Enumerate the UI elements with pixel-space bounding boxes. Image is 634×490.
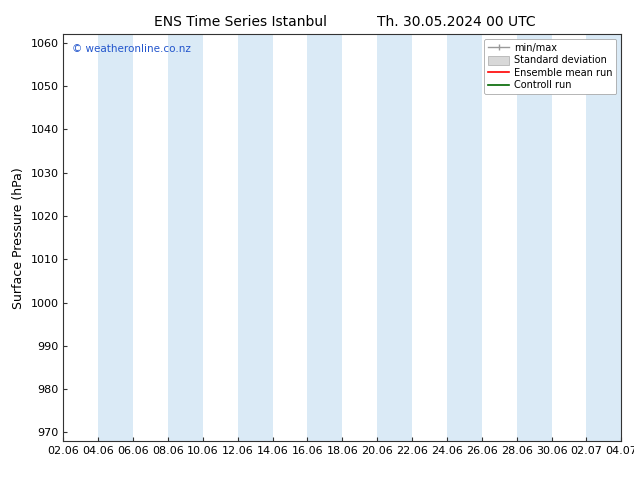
Text: Th. 30.05.2024 00 UTC: Th. 30.05.2024 00 UTC <box>377 15 536 29</box>
Bar <box>517 34 552 441</box>
Y-axis label: Surface Pressure (hPa): Surface Pressure (hPa) <box>12 167 25 309</box>
Legend: min/max, Standard deviation, Ensemble mean run, Controll run: min/max, Standard deviation, Ensemble me… <box>484 39 616 94</box>
Bar <box>447 34 482 441</box>
Bar <box>586 34 621 441</box>
Bar <box>238 34 273 441</box>
Bar <box>168 34 203 441</box>
Bar <box>377 34 412 441</box>
Text: © weatheronline.co.nz: © weatheronline.co.nz <box>72 45 191 54</box>
Text: ENS Time Series Istanbul: ENS Time Series Istanbul <box>155 15 327 29</box>
Bar <box>307 34 342 441</box>
Bar <box>98 34 133 441</box>
